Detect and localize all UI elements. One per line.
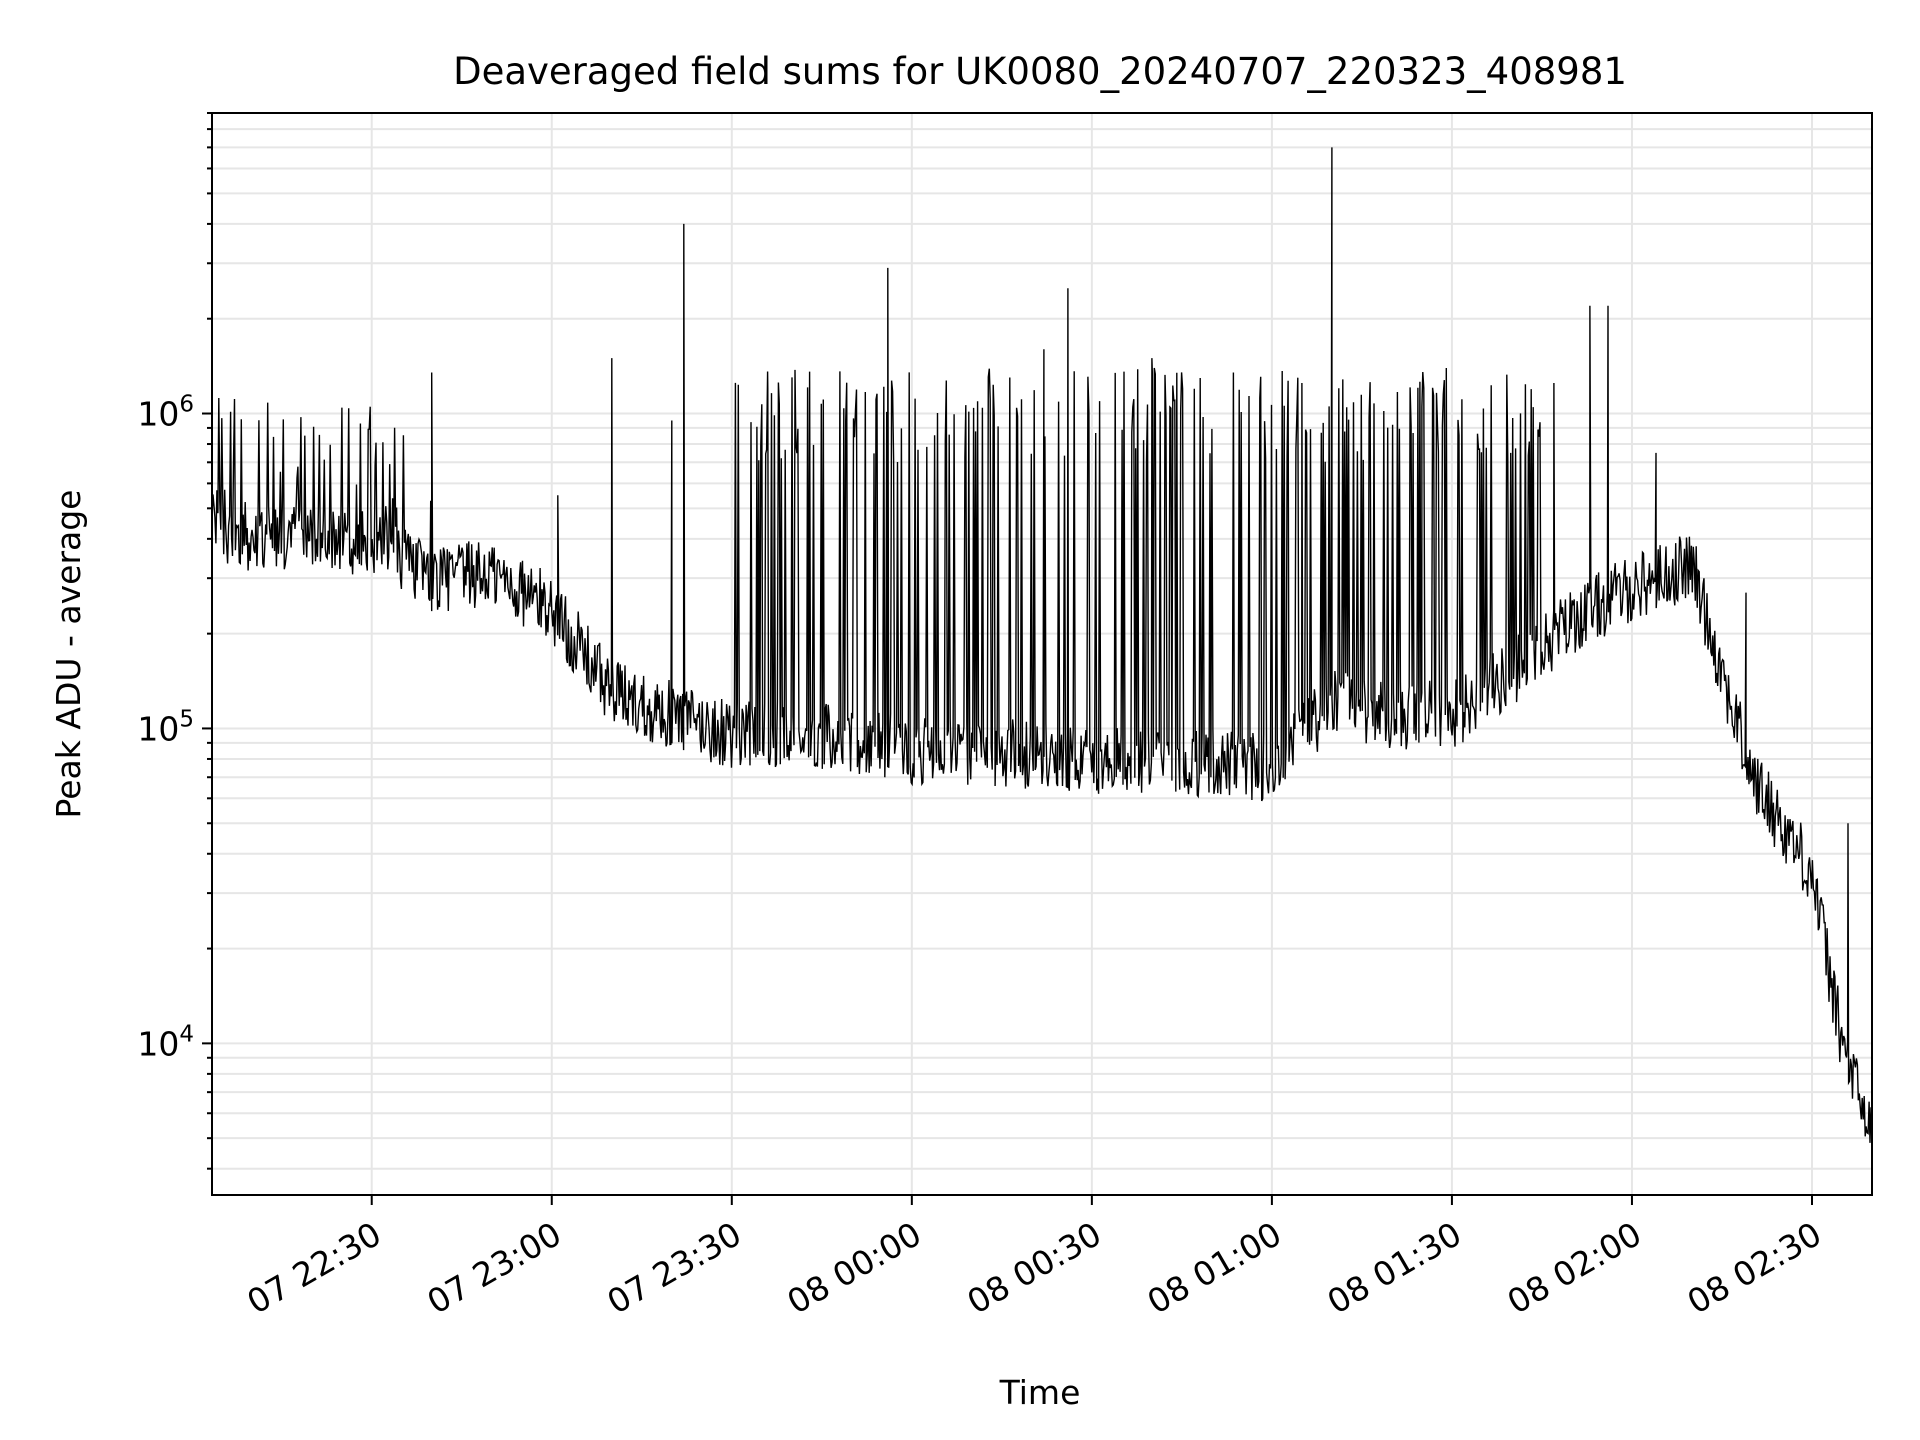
series-line <box>211 147 1873 1143</box>
y-tick-label: 106 <box>137 392 194 434</box>
plot-area <box>211 147 1873 1143</box>
plot-frame <box>211 112 1873 1196</box>
x-axis-label: Time <box>999 1373 1081 1412</box>
chart-title: Deaveraged field sums for UK0080_2024070… <box>453 50 1627 93</box>
grid <box>212 112 1872 1195</box>
y-axis: 104 105 106 <box>137 112 212 1170</box>
y-axis-label: Peak ADU - average <box>49 490 88 819</box>
y-tick-label: 105 <box>137 706 194 748</box>
y-tick-label: 104 <box>137 1021 194 1063</box>
